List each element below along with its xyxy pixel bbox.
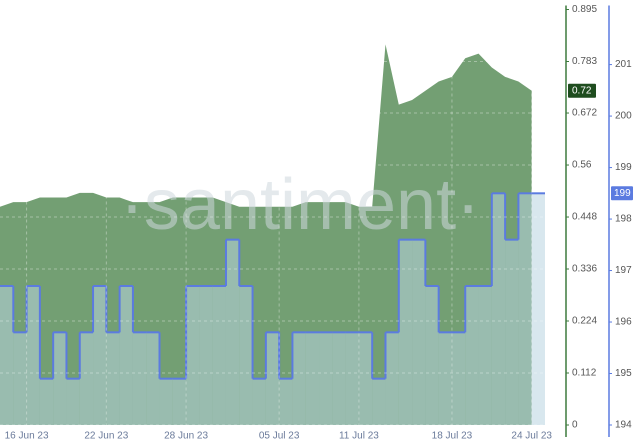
step-area bbox=[239, 285, 253, 425]
value-badge bbox=[568, 83, 596, 98]
y2-tick-label: 199 bbox=[615, 162, 632, 173]
x-tick-label: 22 Jun 23 bbox=[84, 431, 128, 442]
step-area bbox=[199, 285, 213, 425]
step-area bbox=[451, 332, 466, 425]
x-tick-label: 18 Jul 23 bbox=[432, 431, 473, 442]
step-area bbox=[79, 332, 94, 425]
y-tick-label: 0.224 bbox=[572, 316, 597, 327]
step-area bbox=[66, 378, 80, 425]
step-area bbox=[491, 193, 506, 425]
step-area bbox=[265, 332, 280, 425]
y-tick-label: 0 bbox=[572, 420, 578, 431]
step-area bbox=[159, 378, 173, 425]
watermark: ·santiment· bbox=[120, 165, 480, 245]
step-area bbox=[146, 332, 160, 425]
x-tick-label: 28 Jun 23 bbox=[164, 431, 208, 442]
y-tick-label: 0.448 bbox=[572, 212, 597, 223]
y-tick-label: 0.672 bbox=[572, 108, 597, 119]
step-area bbox=[531, 193, 545, 425]
y-tick-label: 0.336 bbox=[572, 264, 597, 275]
step-area bbox=[172, 378, 187, 425]
step-area bbox=[478, 285, 492, 425]
y-tick-label: 0.895 bbox=[572, 4, 597, 15]
step-area bbox=[398, 239, 413, 425]
step-area bbox=[53, 332, 67, 425]
step-area bbox=[425, 285, 439, 425]
step-area bbox=[279, 378, 293, 425]
step-area bbox=[0, 285, 14, 425]
x-tick-label: 11 Jul 23 bbox=[339, 431, 379, 442]
y2-tick-label: 200 bbox=[615, 111, 632, 122]
step-area bbox=[212, 285, 226, 425]
y-tick-label: 0.783 bbox=[572, 56, 597, 67]
value-badge bbox=[611, 186, 633, 201]
step-area bbox=[119, 285, 133, 425]
step-area bbox=[26, 285, 40, 425]
y2-tick-label: 196 bbox=[615, 317, 632, 328]
value-badge-label: 199 bbox=[614, 188, 631, 199]
y2-tick-label: 201 bbox=[615, 59, 632, 70]
step-area bbox=[186, 285, 200, 425]
step-area bbox=[372, 378, 386, 425]
step-area bbox=[225, 239, 240, 425]
step-area bbox=[465, 285, 479, 425]
x-tick-label: 16 Jun 23 bbox=[5, 431, 49, 442]
step-area bbox=[252, 378, 266, 425]
step-area bbox=[412, 239, 426, 425]
step-area bbox=[518, 193, 532, 425]
step-area bbox=[358, 332, 373, 425]
step-area bbox=[292, 332, 306, 425]
step-area bbox=[132, 332, 147, 425]
step-area bbox=[438, 332, 452, 425]
step-area bbox=[345, 332, 359, 425]
step-area bbox=[93, 285, 107, 425]
y2-tick-label: 194 bbox=[615, 420, 632, 431]
step-area bbox=[505, 239, 519, 425]
y2-tick-label: 195 bbox=[615, 368, 632, 379]
x-tick-label: 24 Jul 23 bbox=[511, 431, 552, 442]
step-area bbox=[13, 332, 27, 425]
y2-tick-label: 198 bbox=[615, 214, 632, 225]
value-badge-label: 0.72 bbox=[572, 85, 592, 96]
y2-tick-label: 197 bbox=[615, 265, 632, 276]
step-area bbox=[319, 332, 333, 425]
step-area bbox=[39, 378, 54, 425]
y-tick-label: 0.56 bbox=[572, 160, 592, 171]
step-area bbox=[106, 332, 120, 425]
step-area bbox=[332, 332, 346, 425]
x-tick-label: 05 Jul 23 bbox=[259, 431, 300, 442]
step-area bbox=[305, 332, 320, 425]
step-area bbox=[385, 332, 399, 425]
y-tick-label: 0.112 bbox=[572, 368, 597, 379]
